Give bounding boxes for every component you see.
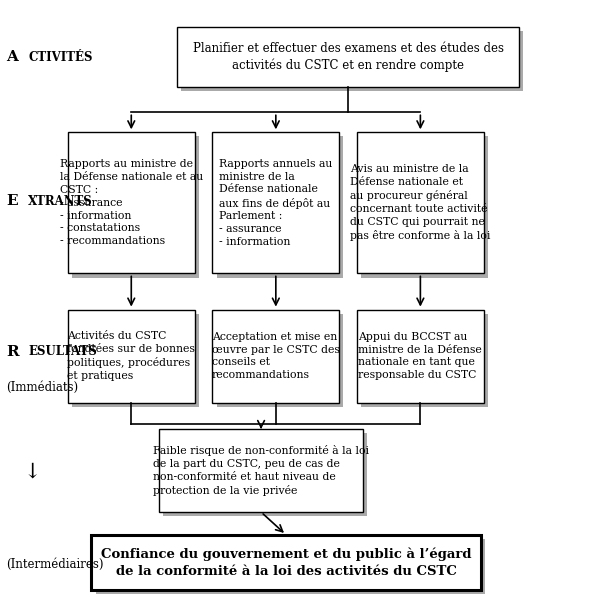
FancyBboxPatch shape bbox=[357, 310, 484, 403]
Text: Planifier et effectuer des examens et des études des
activités du CSTC et en ren: Planifier et effectuer des examens et de… bbox=[192, 42, 504, 72]
FancyBboxPatch shape bbox=[357, 132, 484, 273]
FancyBboxPatch shape bbox=[217, 136, 343, 278]
Text: CTIVITÉS: CTIVITÉS bbox=[28, 50, 93, 64]
FancyBboxPatch shape bbox=[159, 429, 363, 512]
FancyBboxPatch shape bbox=[72, 314, 199, 407]
Text: (Intermédiaires): (Intermédiaires) bbox=[6, 558, 103, 572]
Text: Faible risque de non-conformité à la loi
de la part du CSTC, peu de cas de
non-c: Faible risque de non-conformité à la loi… bbox=[153, 445, 369, 496]
Text: Activités du CSTC
fondtées sur de bonnes
politiques, procédures
et pratiques: Activités du CSTC fondtées sur de bonnes… bbox=[67, 331, 195, 381]
Text: Rapports annuels au
ministre de la
Défense nationale
aux fins de dépôt au
Parlem: Rapports annuels au ministre de la Défen… bbox=[219, 159, 333, 247]
FancyBboxPatch shape bbox=[212, 310, 339, 403]
Text: Appui du BCCST au
ministre de la Défense
nationale en tant que
responsable du CS: Appui du BCCST au ministre de la Défense… bbox=[359, 332, 482, 380]
FancyBboxPatch shape bbox=[96, 539, 485, 594]
FancyBboxPatch shape bbox=[361, 314, 488, 407]
Text: (Immédiats): (Immédiats) bbox=[6, 381, 78, 394]
FancyBboxPatch shape bbox=[181, 31, 523, 91]
FancyBboxPatch shape bbox=[68, 310, 195, 403]
Text: Rapports au ministre de
la Défense nationale et au
CSTC :
- assurance
- informat: Rapports au ministre de la Défense natio… bbox=[60, 159, 203, 246]
FancyBboxPatch shape bbox=[163, 433, 367, 516]
Text: Acceptation et mise en
œuvre par le CSTC des
conseils et
recommandations: Acceptation et mise en œuvre par le CSTC… bbox=[212, 332, 340, 380]
FancyBboxPatch shape bbox=[217, 314, 343, 407]
Text: E: E bbox=[6, 194, 18, 209]
Text: XTRANTS: XTRANTS bbox=[28, 195, 93, 208]
FancyBboxPatch shape bbox=[361, 136, 488, 278]
FancyBboxPatch shape bbox=[212, 132, 339, 273]
FancyBboxPatch shape bbox=[91, 535, 481, 590]
Text: ↓: ↓ bbox=[24, 462, 41, 481]
FancyBboxPatch shape bbox=[177, 27, 519, 87]
Text: ESULTATS: ESULTATS bbox=[28, 345, 97, 358]
FancyBboxPatch shape bbox=[72, 136, 199, 278]
Text: A: A bbox=[6, 50, 18, 64]
Text: Avis au ministre de la
Défense nationale et
au procureur général
concernant tout: Avis au ministre de la Défense nationale… bbox=[350, 165, 490, 241]
Text: R: R bbox=[6, 344, 18, 359]
Text: Confiance du gouvernement et du public à l’égard
de la conformité à la loi des a: Confiance du gouvernement et du public à… bbox=[101, 548, 471, 578]
FancyBboxPatch shape bbox=[68, 132, 195, 273]
